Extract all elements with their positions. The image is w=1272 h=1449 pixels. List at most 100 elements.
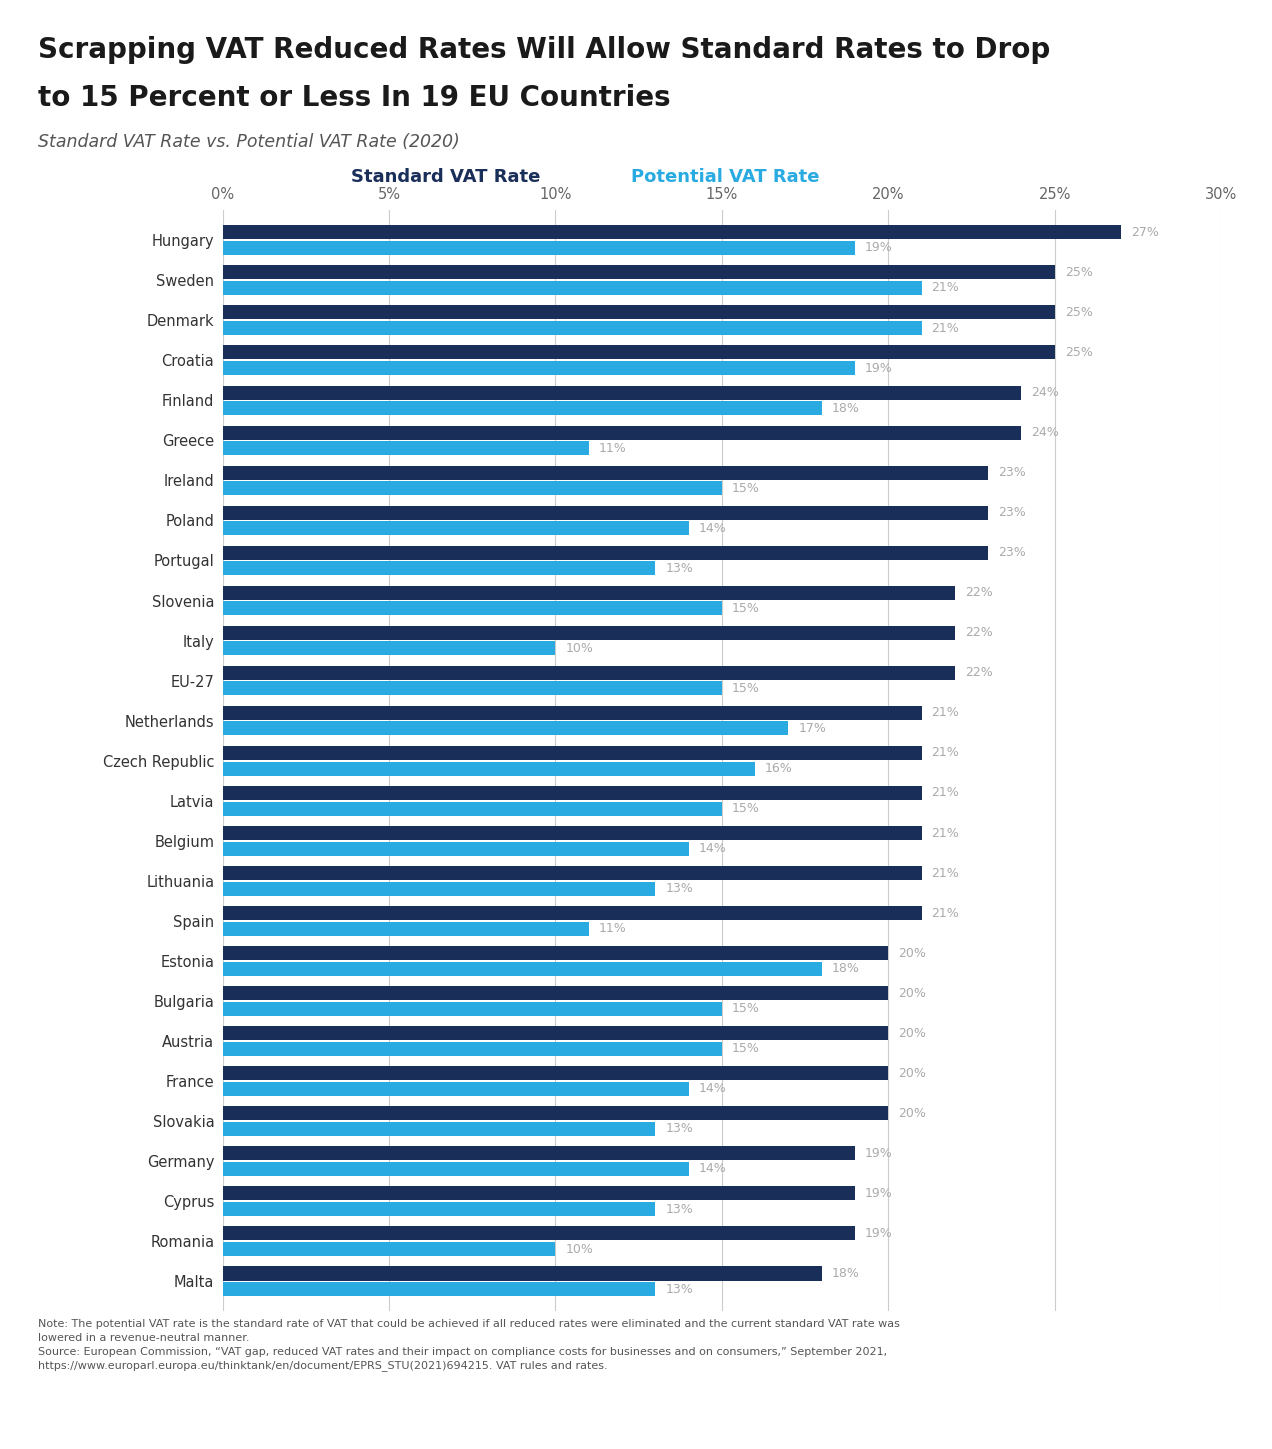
Bar bbox=[223, 746, 921, 759]
Text: to 15 Percent or Less In 19 EU Countries: to 15 Percent or Less In 19 EU Countries bbox=[38, 84, 670, 112]
Bar bbox=[223, 1162, 688, 1177]
Bar bbox=[223, 642, 556, 655]
Text: @TaxFoundation: @TaxFoundation bbox=[1093, 1403, 1247, 1420]
Bar bbox=[223, 946, 888, 961]
Text: 20%: 20% bbox=[898, 987, 926, 1000]
Bar bbox=[223, 987, 888, 1000]
Bar bbox=[223, 265, 1054, 280]
Text: Scrapping VAT Reduced Rates Will Allow Standard Rates to Drop: Scrapping VAT Reduced Rates Will Allow S… bbox=[38, 36, 1051, 64]
Text: 18%: 18% bbox=[832, 962, 860, 975]
Bar bbox=[223, 226, 1121, 239]
Text: 25%: 25% bbox=[1065, 306, 1093, 319]
Text: 21%: 21% bbox=[931, 281, 959, 294]
Text: 15%: 15% bbox=[731, 1003, 759, 1016]
Text: 11%: 11% bbox=[599, 922, 626, 935]
Text: Note: The potential VAT rate is the standard rate of VAT that could be achieved : Note: The potential VAT rate is the stan… bbox=[38, 1319, 901, 1372]
Bar bbox=[223, 1042, 722, 1056]
Text: 13%: 13% bbox=[665, 882, 693, 895]
Text: 19%: 19% bbox=[865, 362, 893, 375]
Text: 21%: 21% bbox=[931, 322, 959, 335]
Text: 19%: 19% bbox=[865, 1227, 893, 1240]
Text: 13%: 13% bbox=[665, 1203, 693, 1216]
Text: 21%: 21% bbox=[931, 826, 959, 839]
Text: 20%: 20% bbox=[898, 1107, 926, 1120]
Text: 15%: 15% bbox=[731, 803, 759, 816]
Text: 11%: 11% bbox=[599, 442, 626, 455]
Bar bbox=[223, 1122, 655, 1136]
Text: Standard VAT Rate vs. Potential VAT Rate (2020): Standard VAT Rate vs. Potential VAT Rate… bbox=[38, 133, 460, 151]
Text: 21%: 21% bbox=[931, 787, 959, 800]
Text: 21%: 21% bbox=[931, 867, 959, 880]
Text: Standard VAT Rate: Standard VAT Rate bbox=[351, 168, 539, 185]
Text: Potential VAT Rate: Potential VAT Rate bbox=[631, 168, 819, 185]
Bar bbox=[223, 826, 921, 840]
Bar bbox=[223, 426, 1021, 439]
Text: 14%: 14% bbox=[698, 1082, 726, 1095]
Text: 14%: 14% bbox=[698, 1162, 726, 1175]
Text: 17%: 17% bbox=[799, 722, 827, 735]
Bar bbox=[223, 601, 722, 616]
Text: TAX FOUNDATION: TAX FOUNDATION bbox=[25, 1401, 219, 1421]
Bar bbox=[223, 1082, 688, 1095]
Bar bbox=[223, 706, 921, 720]
Bar bbox=[223, 922, 589, 936]
Text: 15%: 15% bbox=[731, 481, 759, 494]
Text: 15%: 15% bbox=[731, 682, 759, 696]
Text: 10%: 10% bbox=[566, 1243, 593, 1256]
Text: 13%: 13% bbox=[665, 1123, 693, 1136]
Text: 20%: 20% bbox=[898, 946, 926, 959]
Bar bbox=[223, 522, 688, 535]
Text: 18%: 18% bbox=[832, 401, 860, 414]
Text: 19%: 19% bbox=[865, 1187, 893, 1200]
Bar bbox=[223, 1026, 888, 1040]
Bar bbox=[223, 681, 722, 696]
Text: 22%: 22% bbox=[965, 667, 992, 680]
Text: 23%: 23% bbox=[999, 546, 1025, 559]
Bar bbox=[223, 667, 955, 680]
Bar bbox=[223, 345, 1054, 359]
Bar bbox=[223, 881, 655, 895]
Bar bbox=[223, 1242, 556, 1256]
Bar bbox=[223, 722, 789, 736]
Bar bbox=[223, 1203, 655, 1216]
Bar bbox=[223, 1187, 855, 1200]
Bar bbox=[223, 1226, 855, 1240]
Bar bbox=[223, 506, 988, 520]
Text: 24%: 24% bbox=[1032, 385, 1060, 398]
Text: 20%: 20% bbox=[898, 1066, 926, 1080]
Text: 22%: 22% bbox=[965, 626, 992, 639]
Bar bbox=[223, 322, 921, 335]
Bar bbox=[223, 801, 722, 816]
Bar bbox=[223, 867, 921, 880]
Bar bbox=[223, 962, 822, 975]
Bar bbox=[223, 281, 921, 296]
Bar bbox=[223, 241, 855, 255]
Text: 21%: 21% bbox=[931, 746, 959, 759]
Bar bbox=[223, 626, 955, 640]
Text: 13%: 13% bbox=[665, 562, 693, 575]
Text: 10%: 10% bbox=[566, 642, 593, 655]
Bar bbox=[223, 585, 955, 600]
Bar bbox=[223, 842, 688, 855]
Bar bbox=[223, 561, 655, 575]
Text: 15%: 15% bbox=[731, 601, 759, 614]
Text: 21%: 21% bbox=[931, 907, 959, 920]
Bar bbox=[223, 1266, 822, 1281]
Bar bbox=[223, 440, 589, 455]
Bar bbox=[223, 306, 1054, 319]
Text: 25%: 25% bbox=[1065, 346, 1093, 359]
Text: 24%: 24% bbox=[1032, 426, 1060, 439]
Text: 20%: 20% bbox=[898, 1027, 926, 1040]
Bar bbox=[223, 361, 855, 375]
Text: 23%: 23% bbox=[999, 506, 1025, 519]
Bar bbox=[223, 465, 988, 480]
Bar bbox=[223, 385, 1021, 400]
Bar bbox=[223, 1146, 855, 1161]
Text: 19%: 19% bbox=[865, 242, 893, 255]
Bar bbox=[223, 1107, 888, 1120]
Bar bbox=[223, 481, 722, 496]
Text: 21%: 21% bbox=[931, 706, 959, 719]
Bar bbox=[223, 762, 756, 775]
Bar bbox=[223, 785, 921, 800]
Text: 16%: 16% bbox=[766, 762, 792, 775]
